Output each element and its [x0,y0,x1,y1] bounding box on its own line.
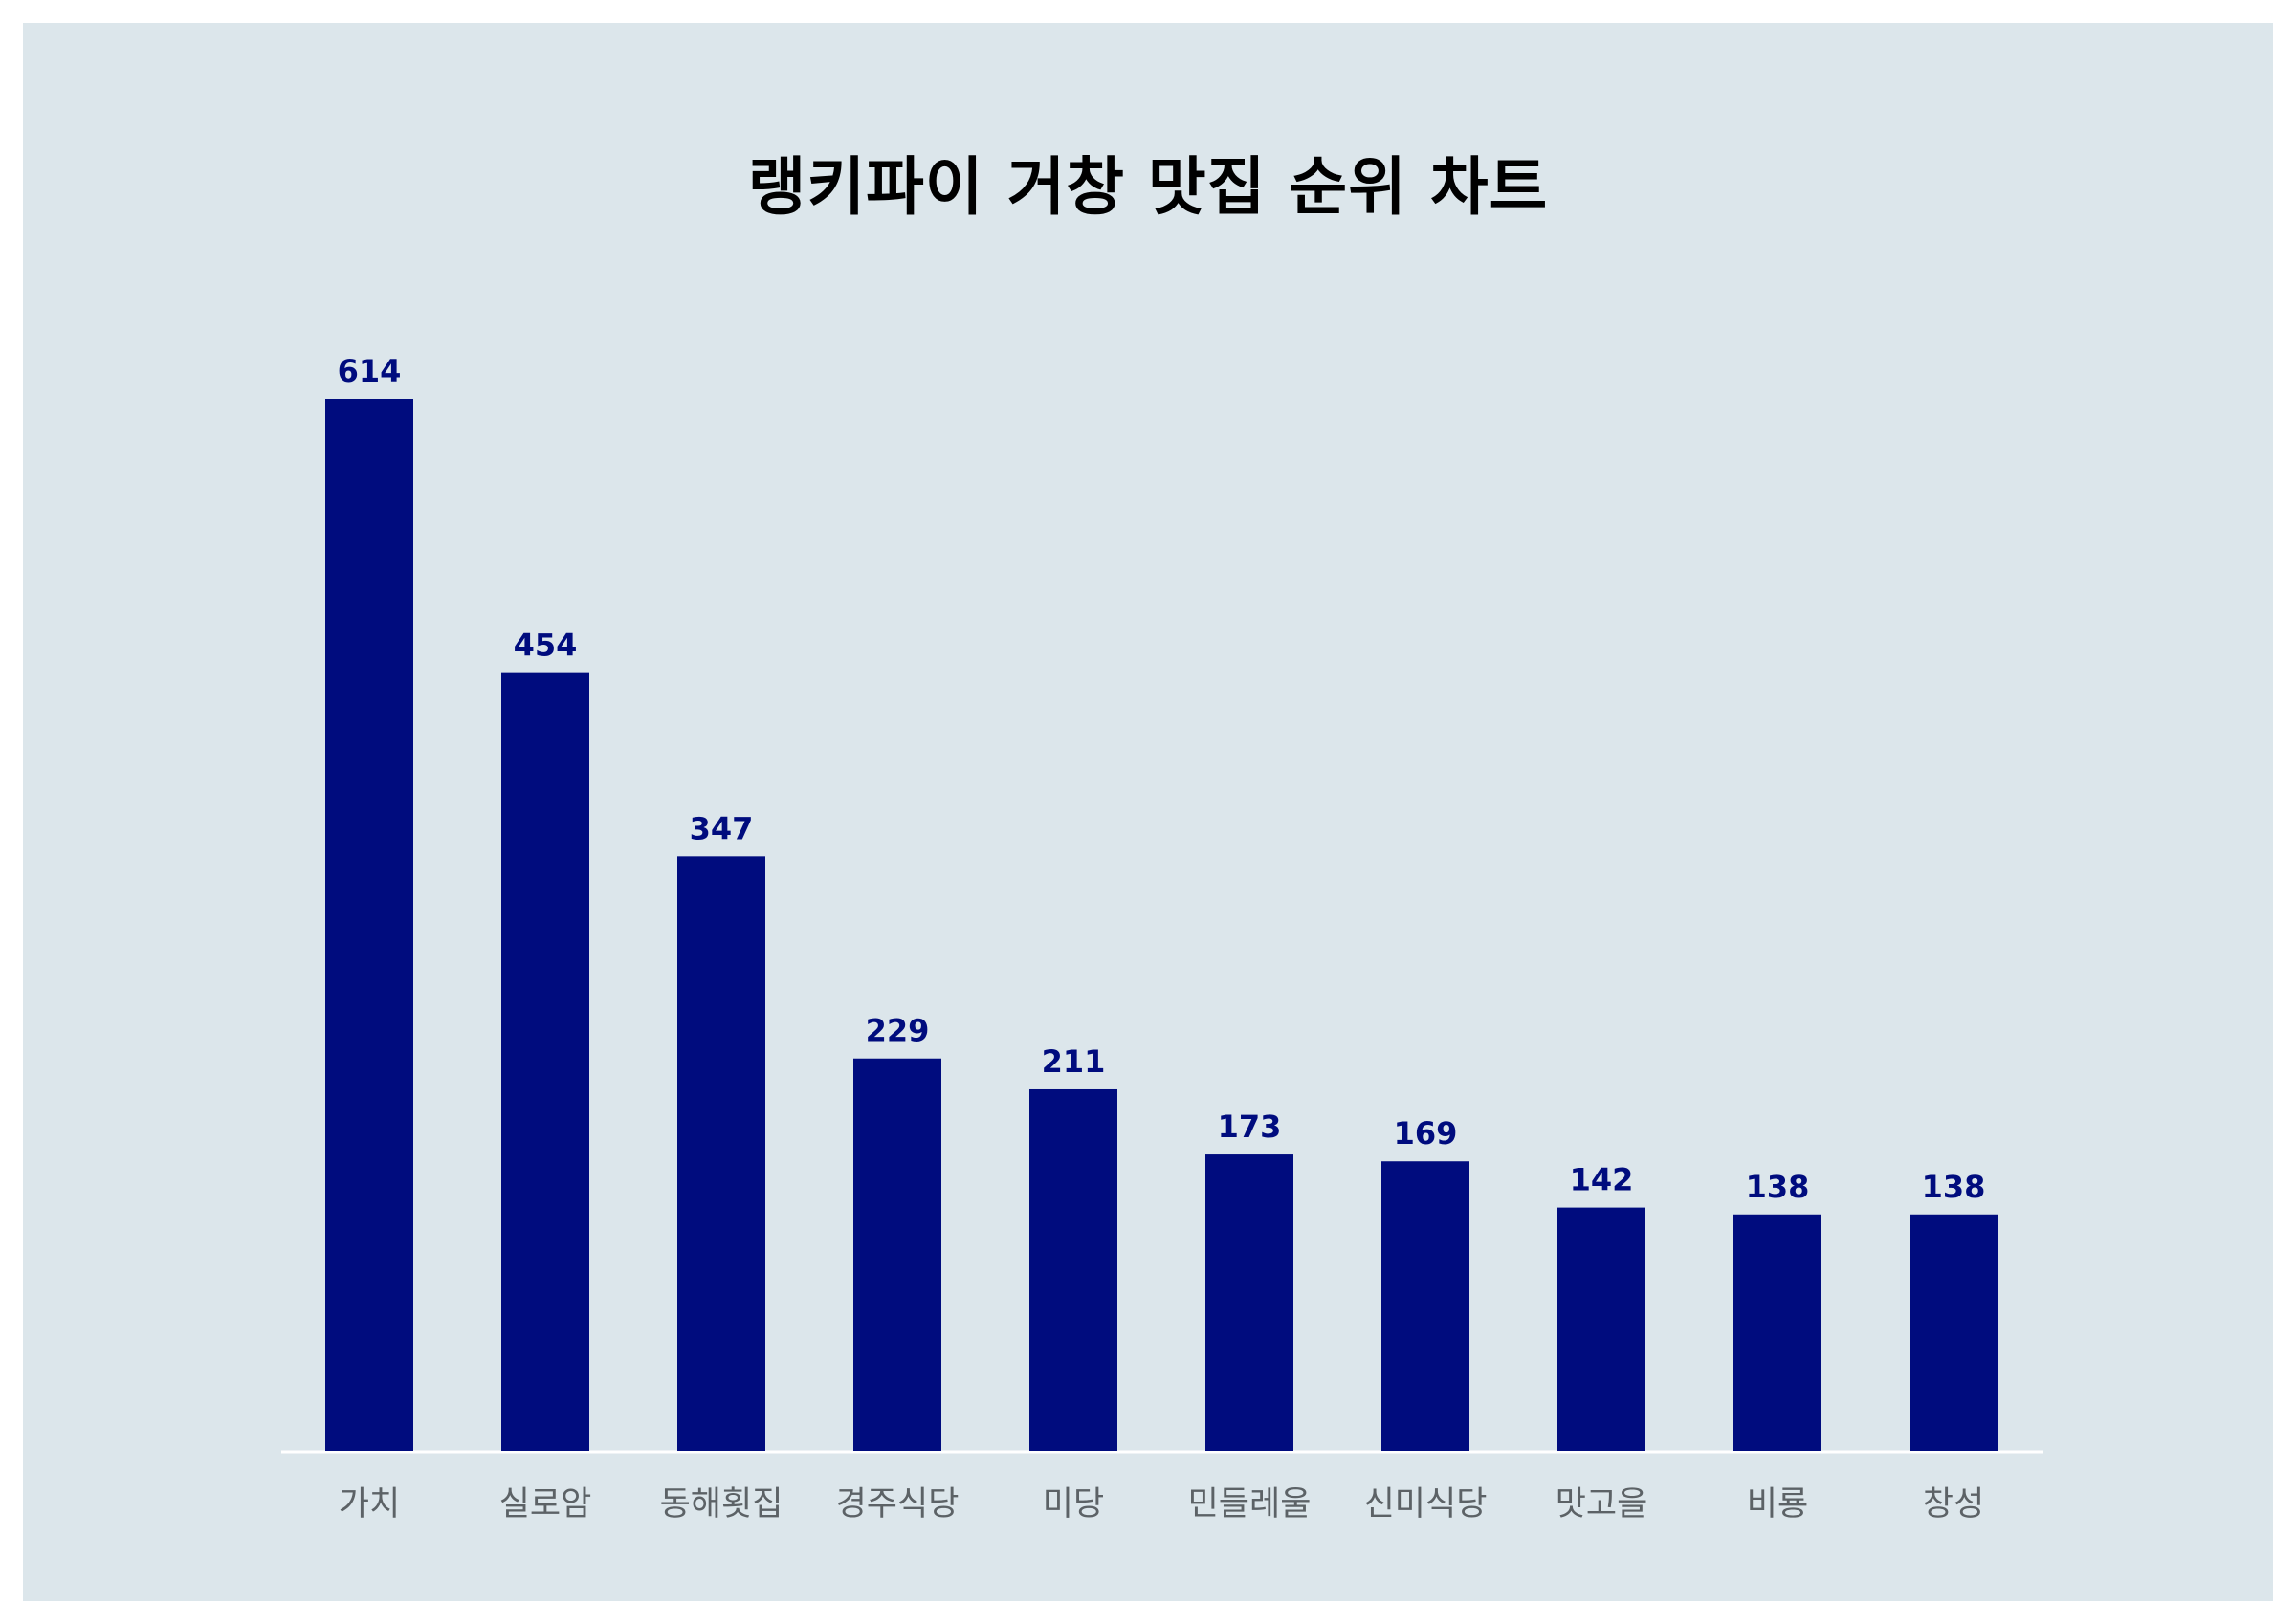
category-label: 실로암 [499,1485,592,1524]
bar-9 [1733,1214,1821,1451]
category-label: 동해횟집 [660,1485,784,1524]
bar-8 [1557,1207,1645,1451]
category-label: 신미식당 [1364,1485,1488,1524]
value-label: 173 [1218,1108,1282,1145]
value-label: 169 [1394,1115,1458,1152]
category-label: 맛고을 [1556,1485,1648,1524]
bar-6 [1205,1154,1293,1451]
category-label: 창성 [1923,1485,1984,1524]
category-label: 비룡 [1747,1485,1808,1524]
chart-title: 랭키파이 거창 맛집 순위 차트 [747,150,1549,224]
category-label: 가치 [339,1485,400,1524]
value-label: 142 [1570,1162,1634,1198]
category-label: 경주식당 [836,1485,960,1524]
bar-3 [677,856,765,1451]
category-label: 미당 [1043,1485,1104,1524]
value-label: 229 [866,1013,930,1049]
value-label: 347 [690,810,754,846]
value-label: 138 [1746,1169,1810,1205]
value-label: 138 [1922,1169,1986,1205]
category-label: 민들레울 [1188,1485,1312,1524]
bar-1 [325,399,413,1451]
bar-4 [853,1058,941,1451]
bar-chart: 614 가치 454 실로암 347 동해횟집 229 경주식당 211 미당 173 민들레울 169… [281,353,2043,1524]
value-label: 614 [338,353,402,389]
bar-10 [1910,1214,1998,1451]
bar-7 [1381,1161,1469,1451]
bar-5 [1029,1088,1117,1451]
value-label: 454 [514,627,578,664]
chart-panel: 랭키파이 거창 맛집 순위 차트 614 가치 454 실로암 347 동해횟집 229 경주… [23,23,2273,1601]
bar-2 [501,672,589,1451]
value-label: 211 [1042,1043,1106,1080]
